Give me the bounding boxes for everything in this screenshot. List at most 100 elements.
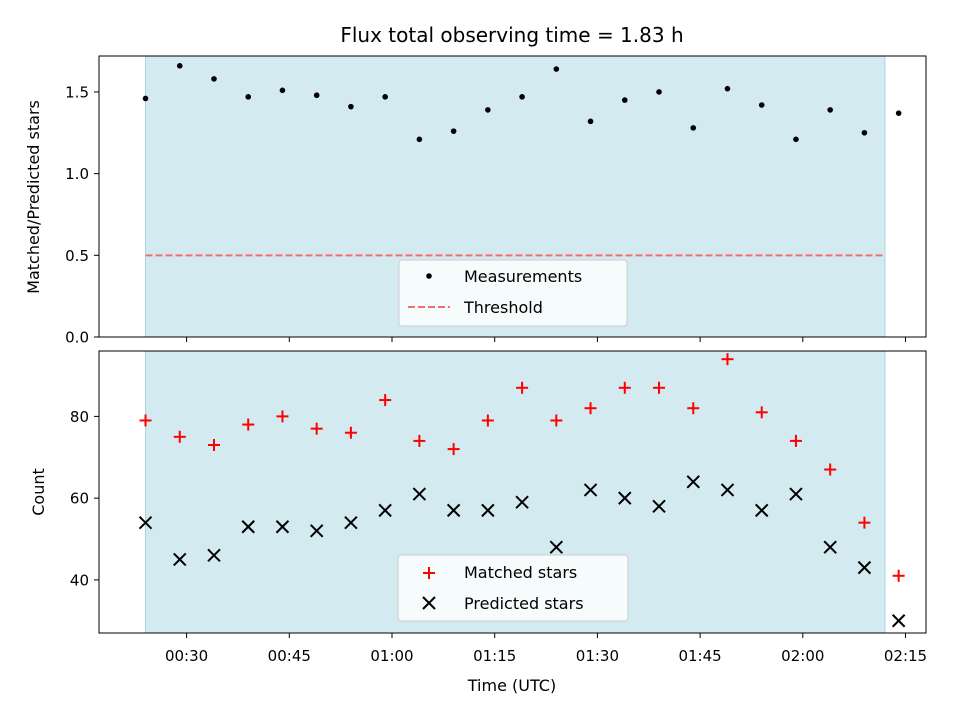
predicted-star-point: [618, 491, 632, 505]
measurement-point: [656, 89, 662, 95]
measurement-point: [724, 85, 731, 92]
y-tick-label: 1.5: [65, 83, 89, 101]
matched-star-point: [276, 410, 289, 423]
ratio-panel: Flux total observing time = 1.83 h 0.00.…: [24, 23, 927, 347]
matched-star-point: [447, 443, 460, 456]
matched-star-point: [242, 418, 255, 431]
legend-predicted-label: Predicted stars: [464, 594, 584, 613]
matched-star-point: [584, 402, 597, 415]
predicted-star-point: [412, 487, 427, 501]
predicted-star-point: [173, 552, 187, 567]
predicted-star-point: [891, 614, 906, 628]
measurement-points: [142, 63, 902, 143]
measurement-point: [587, 118, 594, 125]
legend-measurement-marker: [426, 273, 432, 279]
predicted-star-point: [275, 520, 290, 534]
legend-matched-marker: [423, 567, 435, 579]
matched-star-point: [618, 381, 631, 394]
predicted-star-point: [515, 495, 529, 509]
y-tick-label: 40: [70, 571, 89, 589]
predicted-star-point: [755, 503, 769, 518]
measurement-point: [861, 129, 868, 136]
measurement-point: [279, 87, 286, 94]
measurement-point: [485, 107, 491, 113]
predicted-star-point: [446, 503, 461, 518]
measurement-point: [621, 97, 628, 103]
measurement-point: [313, 92, 320, 99]
matched-star-point: [687, 402, 700, 415]
legend-bottom: Matched stars Predicted stars: [397, 554, 629, 622]
measurement-point: [142, 95, 149, 102]
measurement-point: [382, 94, 388, 100]
matched-star-point: [207, 439, 220, 451]
predicted-star-point: [481, 503, 495, 518]
measurement-point: [348, 103, 354, 110]
predicted-star-point: [789, 487, 803, 501]
matched-star-points: [139, 353, 905, 582]
predicted-star-point: [549, 540, 564, 554]
matched-star-point: [379, 394, 392, 407]
plot-frame-top: [98, 55, 927, 338]
y-axis-label-top: Matched/Predicted stars: [24, 100, 43, 294]
legend-box-bottom: [397, 554, 629, 622]
predicted-star-point: [686, 475, 700, 489]
chart-title: Flux total observing time = 1.83 h: [340, 23, 683, 47]
matched-star-point: [139, 414, 152, 427]
x-ticks-bottom: 00:30 00:45 01:00 01:15 01:30 01:45 02:00 02:15: [165, 633, 927, 665]
predicted-star-point: [583, 483, 598, 497]
legend-top: Measurements Threshold: [398, 259, 628, 327]
y-tick-label: 80: [70, 408, 89, 426]
x-tick-label: 00:45: [268, 647, 311, 665]
legend-measurements-label: Measurements: [464, 267, 582, 286]
y-tick-label: 0.5: [65, 247, 89, 265]
count-panel: 40 60 80 00:30 00:45 01:00 01:15 01:30 01:45 02:…: [29, 350, 927, 695]
predicted-star-point: [857, 560, 872, 575]
matched-star-point: [344, 426, 357, 439]
measurement-point: [827, 107, 833, 113]
y-tick-label: 1.0: [65, 165, 89, 183]
predicted-star-point: [309, 524, 324, 538]
predicted-star-points: [138, 475, 906, 628]
matched-star-point: [481, 414, 494, 427]
x-axis-label: Time (UTC): [467, 676, 556, 695]
matched-star-point: [516, 381, 529, 394]
measurement-point: [895, 110, 902, 116]
legend-threshold-label: Threshold: [463, 298, 543, 317]
x-tick-label: 00:30: [165, 647, 208, 665]
predicted-star-point: [652, 499, 666, 514]
y-ticks-bottom: 40 60 80: [70, 408, 99, 589]
matched-star-point: [310, 422, 323, 435]
predicted-star-point: [207, 548, 221, 563]
measurement-point: [553, 66, 560, 72]
matched-star-point: [858, 516, 871, 529]
matched-star-point: [653, 381, 666, 394]
matched-star-point: [721, 353, 734, 366]
matched-star-point: [550, 414, 563, 427]
legend-box-top: [398, 259, 628, 327]
matched-star-point: [413, 434, 426, 447]
matched-star-point: [789, 434, 802, 447]
x-tick-label: 01:00: [370, 647, 413, 665]
measurement-point: [793, 136, 799, 143]
x-ticks-top: [186, 337, 906, 342]
x-tick-label: 02:00: [781, 647, 824, 665]
y-axis-label-bottom: Count: [29, 468, 48, 516]
predicted-star-point: [720, 483, 735, 497]
x-tick-label: 01:15: [473, 647, 516, 665]
measurement-point: [758, 102, 765, 108]
y-ticks-top: 0.0 0.5 1.0 1.5: [65, 83, 99, 347]
plot-frame-bottom: [98, 350, 927, 634]
x-tick-label: 02:15: [884, 647, 927, 665]
measurement-point: [245, 94, 252, 100]
measurement-point: [690, 125, 697, 131]
x-tick-label: 01:30: [576, 647, 619, 665]
legend-matched-label: Matched stars: [464, 563, 577, 582]
predicted-star-point: [344, 515, 358, 530]
matched-star-point: [173, 430, 186, 443]
measurement-point: [176, 63, 183, 69]
predicted-star-point: [138, 515, 153, 530]
predicted-star-point: [378, 503, 392, 518]
matched-star-point: [824, 463, 837, 476]
matched-star-point: [892, 569, 905, 582]
